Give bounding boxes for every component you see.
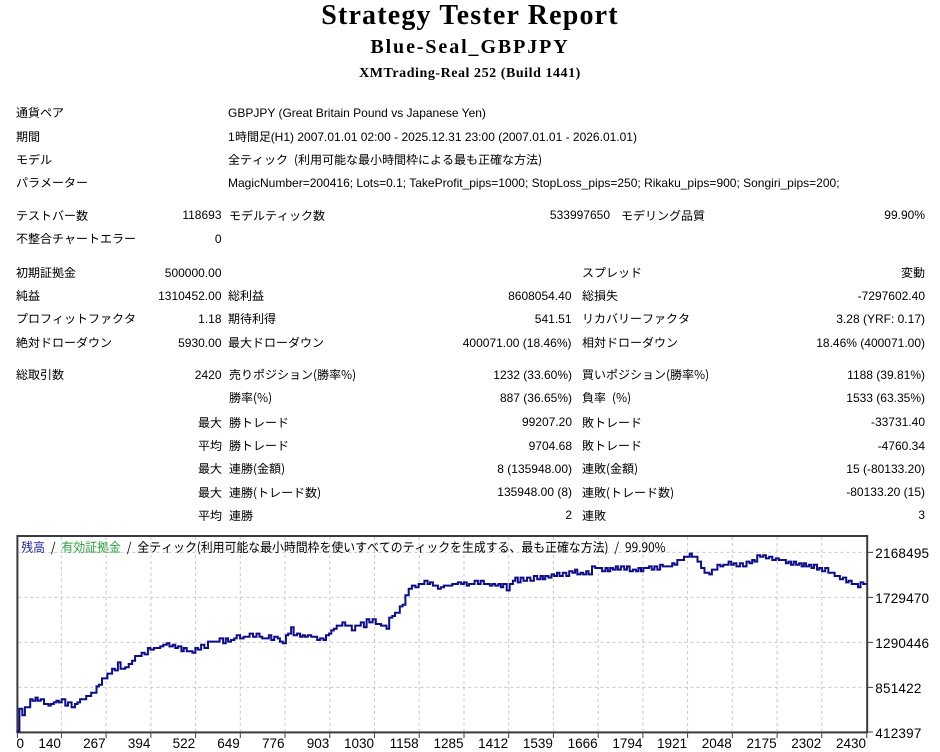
svg-text:649: 649 [217,736,240,751]
svg-text:1666: 1666 [568,736,598,751]
svg-text:267: 267 [83,736,106,751]
svg-text:1285: 1285 [433,736,463,751]
svg-text:776: 776 [262,736,285,751]
svg-text:0: 0 [16,736,24,751]
svg-text:2175: 2175 [747,736,777,751]
svg-text:412397: 412397 [875,726,921,741]
svg-text:1412: 1412 [478,736,508,751]
svg-text:140: 140 [38,736,61,751]
svg-text:2048: 2048 [702,736,732,751]
svg-text:1921: 1921 [657,736,687,751]
svg-text:1158: 1158 [390,736,419,751]
svg-text:1030: 1030 [344,736,374,751]
svg-text:1729470: 1729470 [875,591,929,606]
svg-text:851422: 851422 [875,681,921,696]
svg-text:1794: 1794 [612,736,643,751]
svg-text:522: 522 [173,736,196,751]
svg-text:903: 903 [307,736,330,751]
svg-text:394: 394 [128,736,151,751]
svg-text:2430: 2430 [836,736,866,751]
svg-text:1539: 1539 [523,736,553,751]
svg-text:2168495: 2168495 [875,546,929,561]
svg-text:1290446: 1290446 [875,636,929,651]
svg-text:2302: 2302 [791,736,821,751]
